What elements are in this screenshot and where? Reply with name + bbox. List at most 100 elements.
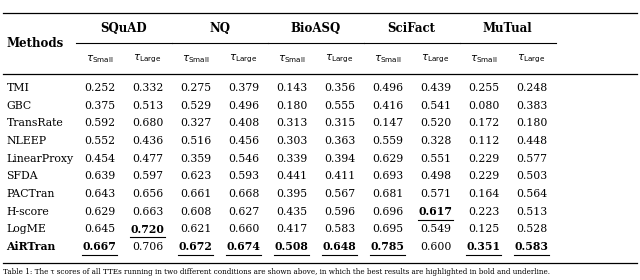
Text: 0.441: 0.441 <box>276 171 307 181</box>
Text: 0.596: 0.596 <box>324 207 355 217</box>
Text: 0.645: 0.645 <box>84 224 115 234</box>
Text: 0.706: 0.706 <box>132 242 163 252</box>
Text: MuTual: MuTual <box>483 22 532 34</box>
Text: 0.359: 0.359 <box>180 154 211 164</box>
Text: LinearProxy: LinearProxy <box>6 154 74 164</box>
Text: 0.339: 0.339 <box>276 154 307 164</box>
Text: 0.408: 0.408 <box>228 118 259 129</box>
Text: $\tau_{\mathrm{Small}}$: $\tau_{\mathrm{Small}}$ <box>182 53 209 65</box>
Text: 0.172: 0.172 <box>468 118 499 129</box>
Text: SciFact: SciFact <box>388 22 435 34</box>
Text: 0.593: 0.593 <box>228 171 259 181</box>
Text: 0.303: 0.303 <box>276 136 307 146</box>
Text: 0.617: 0.617 <box>419 206 452 217</box>
Text: 0.416: 0.416 <box>372 101 403 111</box>
Text: 0.125: 0.125 <box>468 224 499 234</box>
Text: 0.693: 0.693 <box>372 171 403 181</box>
Text: 0.639: 0.639 <box>84 171 115 181</box>
Text: TMI: TMI <box>6 83 29 93</box>
Text: 0.681: 0.681 <box>372 189 403 199</box>
Text: 0.327: 0.327 <box>180 118 211 129</box>
Text: 0.695: 0.695 <box>372 224 403 234</box>
Text: 0.674: 0.674 <box>227 241 260 253</box>
Text: $\tau_{\mathrm{Large}}$: $\tau_{\mathrm{Large}}$ <box>421 53 450 65</box>
Text: 0.315: 0.315 <box>324 118 355 129</box>
Text: SFDA: SFDA <box>6 171 38 181</box>
Text: 0.541: 0.541 <box>420 101 451 111</box>
Text: 0.680: 0.680 <box>132 118 163 129</box>
Text: 0.180: 0.180 <box>276 101 307 111</box>
Text: 0.411: 0.411 <box>324 171 355 181</box>
Text: 0.375: 0.375 <box>84 101 115 111</box>
Text: 0.275: 0.275 <box>180 83 211 93</box>
Text: 0.395: 0.395 <box>276 189 307 199</box>
Text: 0.571: 0.571 <box>420 189 451 199</box>
Text: 0.223: 0.223 <box>468 207 499 217</box>
Text: 0.229: 0.229 <box>468 154 499 164</box>
Text: 0.454: 0.454 <box>84 154 115 164</box>
Text: 0.356: 0.356 <box>324 83 355 93</box>
Text: 0.516: 0.516 <box>180 136 211 146</box>
Text: 0.608: 0.608 <box>180 207 211 217</box>
Text: Methods: Methods <box>6 37 63 50</box>
Text: 0.629: 0.629 <box>84 207 115 217</box>
Text: 0.080: 0.080 <box>468 101 499 111</box>
Text: $\tau_{\mathrm{Large}}$: $\tau_{\mathrm{Large}}$ <box>133 53 162 65</box>
Text: $\tau_{\mathrm{Large}}$: $\tau_{\mathrm{Large}}$ <box>229 53 258 65</box>
Text: 0.252: 0.252 <box>84 83 115 93</box>
Text: 0.520: 0.520 <box>420 118 451 129</box>
Text: 0.672: 0.672 <box>179 241 212 253</box>
Text: $\tau_{\mathrm{Large}}$: $\tau_{\mathrm{Large}}$ <box>325 53 354 65</box>
Text: 0.513: 0.513 <box>516 207 547 217</box>
Text: 0.648: 0.648 <box>323 241 356 253</box>
Text: 0.180: 0.180 <box>516 118 547 129</box>
Text: 0.439: 0.439 <box>420 83 451 93</box>
Text: 0.503: 0.503 <box>516 171 547 181</box>
Text: SQuAD: SQuAD <box>100 22 147 34</box>
Text: 0.508: 0.508 <box>275 241 308 253</box>
Text: AiRTran: AiRTran <box>6 241 56 253</box>
Text: $\tau_{\mathrm{Small}}$: $\tau_{\mathrm{Small}}$ <box>86 53 113 65</box>
Text: 0.436: 0.436 <box>132 136 163 146</box>
Text: 0.248: 0.248 <box>516 83 547 93</box>
Text: 0.332: 0.332 <box>132 83 163 93</box>
Text: 0.663: 0.663 <box>132 207 163 217</box>
Text: 0.555: 0.555 <box>324 101 355 111</box>
Text: BioASQ: BioASQ <box>291 22 340 34</box>
Text: 0.529: 0.529 <box>180 101 211 111</box>
Text: 0.567: 0.567 <box>324 189 355 199</box>
Text: 0.328: 0.328 <box>420 136 451 146</box>
Text: 0.583: 0.583 <box>324 224 355 234</box>
Text: 0.417: 0.417 <box>276 224 307 234</box>
Text: 0.528: 0.528 <box>516 224 547 234</box>
Text: 0.379: 0.379 <box>228 83 259 93</box>
Text: 0.546: 0.546 <box>228 154 259 164</box>
Text: 0.513: 0.513 <box>132 101 163 111</box>
Text: TransRate: TransRate <box>6 118 63 129</box>
Text: 0.592: 0.592 <box>84 118 115 129</box>
Text: 0.394: 0.394 <box>324 154 355 164</box>
Text: 0.313: 0.313 <box>276 118 307 129</box>
Text: PACTran: PACTran <box>6 189 55 199</box>
Text: 0.435: 0.435 <box>276 207 307 217</box>
Text: 0.597: 0.597 <box>132 171 163 181</box>
Text: $\tau_{\mathrm{Small}}$: $\tau_{\mathrm{Small}}$ <box>278 53 305 65</box>
Text: 0.661: 0.661 <box>180 189 211 199</box>
Text: 0.660: 0.660 <box>228 224 259 234</box>
Text: 0.668: 0.668 <box>228 189 259 199</box>
Text: 0.600: 0.600 <box>420 242 451 252</box>
Text: NQ: NQ <box>209 22 230 34</box>
Text: 0.456: 0.456 <box>228 136 259 146</box>
Text: 0.559: 0.559 <box>372 136 403 146</box>
Text: $\tau_{\mathrm{Small}}$: $\tau_{\mathrm{Small}}$ <box>470 53 497 65</box>
Text: H-score: H-score <box>6 207 49 217</box>
Text: 0.164: 0.164 <box>468 189 499 199</box>
Text: 0.496: 0.496 <box>372 83 403 93</box>
Text: 0.667: 0.667 <box>83 241 116 253</box>
Text: $\tau_{\mathrm{Large}}$: $\tau_{\mathrm{Large}}$ <box>517 53 546 65</box>
Text: 0.147: 0.147 <box>372 118 403 129</box>
Text: 0.577: 0.577 <box>516 154 547 164</box>
Text: 0.229: 0.229 <box>468 171 499 181</box>
Text: GBC: GBC <box>6 101 31 111</box>
Text: 0.656: 0.656 <box>132 189 163 199</box>
